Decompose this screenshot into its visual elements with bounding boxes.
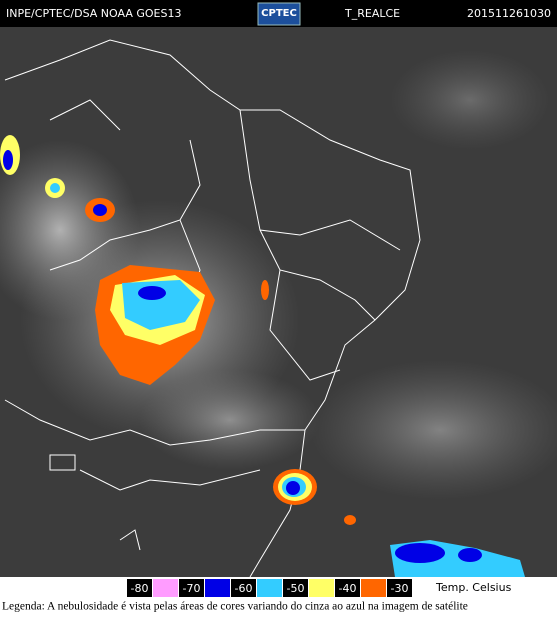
legend-tick-label: -40 [339,582,357,595]
legend-swatch [309,579,334,597]
legend-tick-label: -70 [183,582,201,595]
legend-tick-label: -80 [131,582,149,595]
legend-label-box [283,579,308,597]
header-timestamp: 201511261030 [467,7,551,20]
legend-swatch [153,579,178,597]
legend-swatch [205,579,230,597]
legend-label-box [387,579,412,597]
caption: Legenda: A nebulosidade é vista pelas ár… [2,601,468,613]
logo-box [257,2,301,26]
legend-label-box [335,579,360,597]
legend-swatch [361,579,386,597]
header-source: INPE/CPTEC/DSA NOAA GOES13 [6,7,181,20]
logo: CPTEC [261,8,297,19]
legend-unit: Temp. Celsius [435,581,512,594]
cold-clouds [0,135,525,577]
image-area [0,27,557,578]
legend-tick-label: -60 [235,582,253,595]
legend: -80 -70 -60 -50 -40 -30 [127,579,412,597]
legend-tick-label: -30 [391,582,409,595]
legend-tick-label: -50 [287,582,305,595]
legend-label-box [127,579,152,597]
legend-swatch [257,579,282,597]
legend-label-box [179,579,204,597]
header-product: T_REALCE [344,7,400,20]
legend-label-box [231,579,256,597]
